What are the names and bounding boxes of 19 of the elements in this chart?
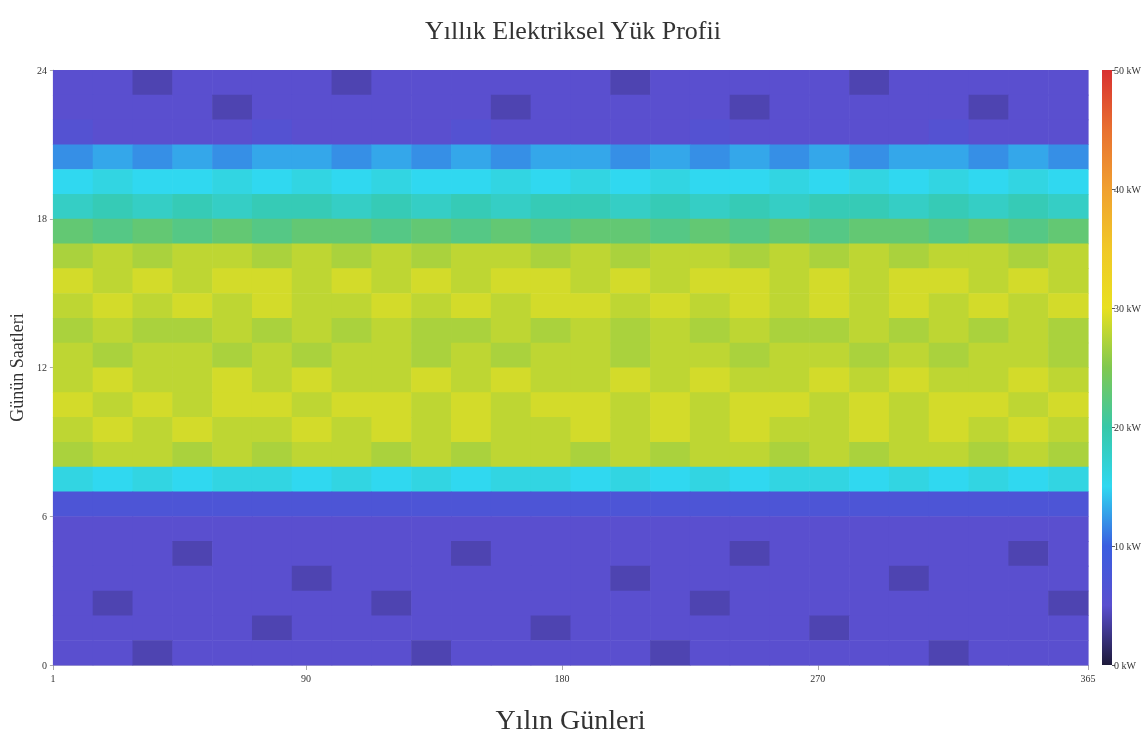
y-axis-title: Günün Saatleri bbox=[7, 313, 27, 422]
x-tick-label: 365 bbox=[1080, 672, 1096, 684]
color-bar-label: 20 kW bbox=[1114, 421, 1142, 433]
chart-title: Yıllık Elektriksel Yük Profii bbox=[425, 15, 721, 45]
y-tick-label: 6 bbox=[41, 510, 47, 522]
color-bar-label: 0 kW bbox=[1114, 659, 1137, 671]
x-tick-label: 1 bbox=[50, 672, 56, 684]
x-tick-label: 270 bbox=[810, 672, 826, 684]
color-bar-label: 30 kW bbox=[1114, 302, 1142, 314]
x-axis-title: Yılın Günleri bbox=[495, 703, 646, 735]
x-tick-label: 180 bbox=[554, 672, 570, 684]
x-tick-label: 90 bbox=[300, 672, 311, 684]
color-bar-label: 10 kW bbox=[1114, 540, 1142, 552]
y-tick-label: 18 bbox=[36, 213, 47, 225]
y-tick-label: 24 bbox=[36, 64, 47, 76]
color-bar-label: 40 kW bbox=[1114, 183, 1142, 195]
color-bar-label: 50 kW bbox=[1114, 64, 1142, 76]
y-tick-label: 0 bbox=[41, 659, 47, 671]
y-tick-label: 12 bbox=[36, 362, 47, 373]
